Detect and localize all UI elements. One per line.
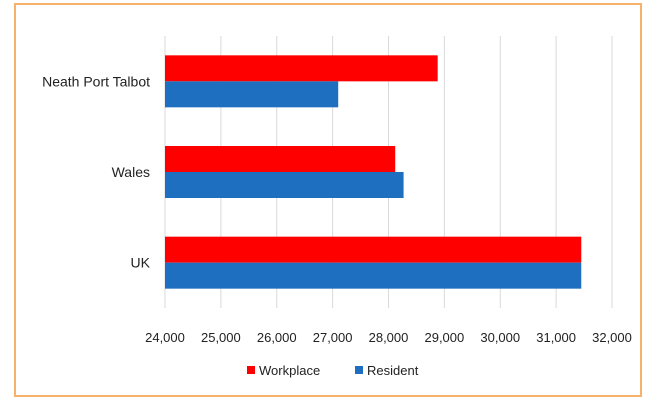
bar-resident-1: [165, 172, 404, 198]
x-tick-label: 25,000: [201, 330, 241, 345]
bar-resident-0: [165, 81, 339, 108]
category-label: Neath Port Talbot: [42, 73, 150, 89]
category-labels: Neath Port Talbot Wales UK: [42, 73, 151, 270]
legend-label-workplace: Workplace: [259, 363, 320, 378]
x-tick-label: 29,000: [424, 330, 464, 345]
bar-workplace-0: [165, 55, 438, 82]
legend: Workplace Resident: [247, 363, 419, 378]
bars: [165, 55, 582, 289]
x-axis-tick-labels: 24,000 25,000 26,000 27,000 28,000 29,000 30,0…: [145, 330, 632, 345]
legend-label-resident: Resident: [367, 363, 419, 378]
category-label: UK: [131, 255, 151, 271]
legend-swatch-resident: [355, 366, 363, 374]
x-tick-label: 27,000: [313, 330, 353, 345]
legend-swatch-workplace: [247, 366, 255, 374]
x-tick-label: 31,000: [536, 330, 576, 345]
bar-workplace-1: [165, 146, 396, 172]
x-tick-label: 26,000: [257, 330, 297, 345]
x-tick-label: 30,000: [480, 330, 520, 345]
bar-resident-2: [165, 262, 582, 289]
category-label: Wales: [112, 164, 150, 180]
bar-workplace-2: [165, 236, 582, 263]
x-tick-label: 32,000: [592, 330, 632, 345]
x-tick-label: 24,000: [145, 330, 185, 345]
x-tick-label: 28,000: [369, 330, 409, 345]
